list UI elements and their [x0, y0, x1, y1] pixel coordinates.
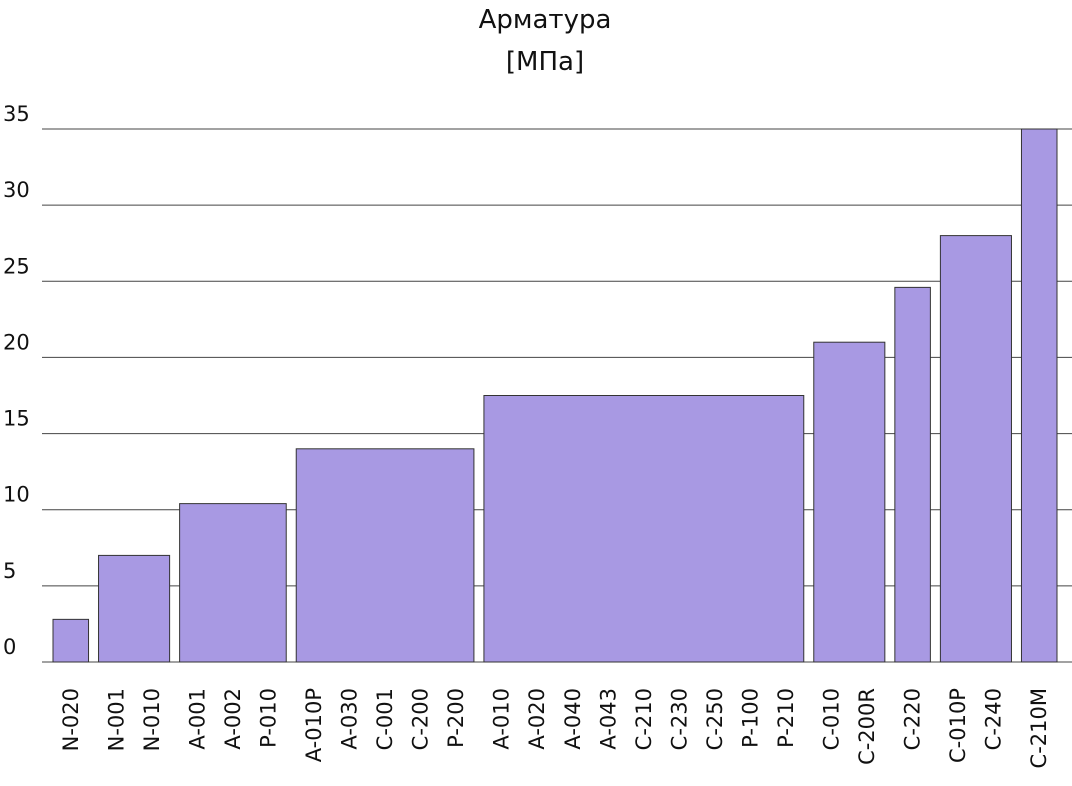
y-tick-label: 15	[3, 407, 30, 431]
x-tick-label: C-250	[703, 688, 727, 750]
x-tick-label: C-010P	[946, 688, 970, 763]
x-tick-label: P-010	[256, 688, 280, 748]
bar	[483, 395, 805, 663]
x-tick-label: A-002	[221, 688, 245, 750]
x-tick-label: C-230	[667, 688, 691, 750]
y-tick-label: 30	[3, 178, 30, 202]
x-tick-label: A-043	[596, 688, 620, 750]
bar	[295, 448, 475, 663]
x-tick-label: A-010	[490, 688, 514, 750]
y-tick-label: 20	[3, 330, 30, 354]
y-tick-label: 35	[3, 102, 30, 126]
bar	[179, 503, 287, 663]
y-tick-label: 10	[3, 483, 30, 507]
x-tick-label: A-001	[185, 688, 209, 750]
x-tick-label: N-001	[104, 688, 128, 751]
x-tick-label: C-200	[409, 688, 433, 750]
x-tick-label: C-001	[373, 688, 397, 750]
x-tick-label: C-210	[632, 688, 656, 750]
x-tick-label: P-200	[444, 688, 468, 748]
x-tick-label: N-020	[59, 688, 83, 751]
x-tick-label: C-010	[820, 688, 844, 750]
x-tick-label: A-010P	[302, 688, 326, 762]
chart-title: Арматура	[479, 5, 612, 35]
x-tick-label: A-030	[338, 688, 362, 750]
x-tick-label: C-240	[982, 688, 1006, 750]
y-tick-label: 25	[3, 254, 30, 278]
bar	[894, 286, 931, 663]
y-tick-label: 0	[3, 635, 16, 659]
bar	[1020, 128, 1058, 663]
bar	[939, 235, 1012, 663]
x-tick-label: C-210M	[1027, 688, 1051, 768]
y-tick-label: 5	[3, 559, 16, 583]
x-tick-label: P-210	[774, 688, 798, 748]
x-tick-label: C-220	[901, 688, 925, 750]
x-tick-label: N-010	[140, 688, 164, 751]
chart-subtitle: [МПа]	[506, 47, 584, 77]
bar	[98, 554, 171, 663]
x-tick-label: P-100	[738, 688, 762, 748]
x-tick-label: A-040	[561, 688, 585, 750]
x-tick-label: A-020	[525, 688, 549, 750]
bar	[52, 618, 90, 663]
bar	[813, 341, 886, 663]
x-tick-label: C-200R	[855, 688, 879, 765]
